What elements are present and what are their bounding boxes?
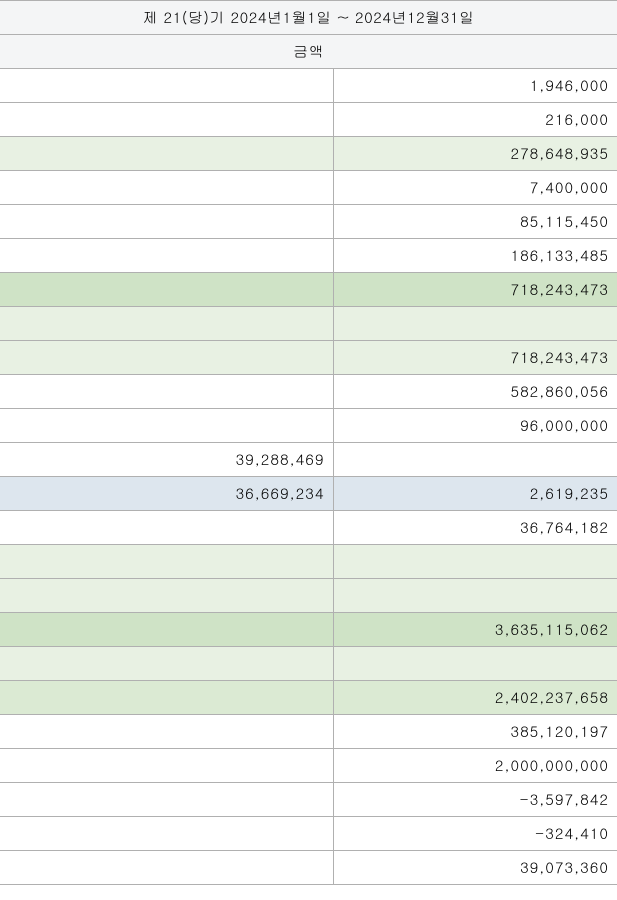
cell-left xyxy=(0,783,333,817)
cell-right: 2,619,235 xyxy=(333,477,617,511)
table-row: -3,597,842 xyxy=(0,783,617,817)
cell-right: 718,243,473 xyxy=(333,341,617,375)
table-row: 278,648,935 xyxy=(0,137,617,171)
cell-right: 85,115,450 xyxy=(333,205,617,239)
cell-right: 3,635,115,062 xyxy=(333,613,617,647)
cell-right xyxy=(333,443,617,477)
cell-left xyxy=(0,715,333,749)
cell-left xyxy=(0,851,333,885)
cell-right xyxy=(333,545,617,579)
table-row: 85,115,450 xyxy=(0,205,617,239)
cell-left xyxy=(0,409,333,443)
table-body: 1,946,000216,000278,648,9357,400,00085,1… xyxy=(0,69,617,885)
table-row: 385,120,197 xyxy=(0,715,617,749)
cell-left xyxy=(0,307,333,341)
cell-right: 385,120,197 xyxy=(333,715,617,749)
cell-left xyxy=(0,749,333,783)
table-row: 3,635,115,062 xyxy=(0,613,617,647)
cell-left xyxy=(0,511,333,545)
cell-right: 2,402,237,658 xyxy=(333,681,617,715)
cell-right: -3,597,842 xyxy=(333,783,617,817)
table-row: 36,669,2342,619,235 xyxy=(0,477,617,511)
cell-right: 2,000,000,000 xyxy=(333,749,617,783)
cell-right: 186,133,485 xyxy=(333,239,617,273)
cell-left xyxy=(0,375,333,409)
cell-left xyxy=(0,545,333,579)
cell-left xyxy=(0,103,333,137)
table-row xyxy=(0,579,617,613)
cell-right: 718,243,473 xyxy=(333,273,617,307)
cell-left xyxy=(0,613,333,647)
table-row xyxy=(0,647,617,681)
amount-header: 금액 xyxy=(0,35,617,69)
cell-right xyxy=(333,647,617,681)
financial-table: 제 21(당)기 2024년1월1일 ~ 2024년12월31일 금액 1,94… xyxy=(0,0,617,885)
cell-left: 36,669,234 xyxy=(0,477,333,511)
cell-right: 582,860,056 xyxy=(333,375,617,409)
cell-left xyxy=(0,205,333,239)
cell-right: 1,946,000 xyxy=(333,69,617,103)
table-row: 1,946,000 xyxy=(0,69,617,103)
table-row: 718,243,473 xyxy=(0,341,617,375)
table-row: 216,000 xyxy=(0,103,617,137)
header-amount-row: 금액 xyxy=(0,35,617,69)
table-row: 39,073,360 xyxy=(0,851,617,885)
table-row: 2,402,237,658 xyxy=(0,681,617,715)
cell-left xyxy=(0,681,333,715)
header-period-row: 제 21(당)기 2024년1월1일 ~ 2024년12월31일 xyxy=(0,1,617,35)
cell-right: 216,000 xyxy=(333,103,617,137)
cell-left xyxy=(0,579,333,613)
cell-right xyxy=(333,579,617,613)
cell-right: 39,073,360 xyxy=(333,851,617,885)
table-row: 36,764,182 xyxy=(0,511,617,545)
cell-left: 39,288,469 xyxy=(0,443,333,477)
cell-right: 278,648,935 xyxy=(333,137,617,171)
table-row: 186,133,485 xyxy=(0,239,617,273)
cell-left xyxy=(0,69,333,103)
table-row: 2,000,000,000 xyxy=(0,749,617,783)
table-row: 96,000,000 xyxy=(0,409,617,443)
period-header: 제 21(당)기 2024년1월1일 ~ 2024년12월31일 xyxy=(0,1,617,35)
cell-right xyxy=(333,307,617,341)
table-row: 718,243,473 xyxy=(0,273,617,307)
cell-left xyxy=(0,647,333,681)
cell-left xyxy=(0,817,333,851)
cell-right: 7,400,000 xyxy=(333,171,617,205)
table-row: 39,288,469 xyxy=(0,443,617,477)
cell-right: 96,000,000 xyxy=(333,409,617,443)
cell-left xyxy=(0,341,333,375)
cell-right: 36,764,182 xyxy=(333,511,617,545)
table-row: 582,860,056 xyxy=(0,375,617,409)
cell-left xyxy=(0,239,333,273)
table-row: 7,400,000 xyxy=(0,171,617,205)
table-row: -324,410 xyxy=(0,817,617,851)
cell-left xyxy=(0,273,333,307)
table-row xyxy=(0,307,617,341)
cell-left xyxy=(0,137,333,171)
cell-left xyxy=(0,171,333,205)
cell-right: -324,410 xyxy=(333,817,617,851)
table-row xyxy=(0,545,617,579)
